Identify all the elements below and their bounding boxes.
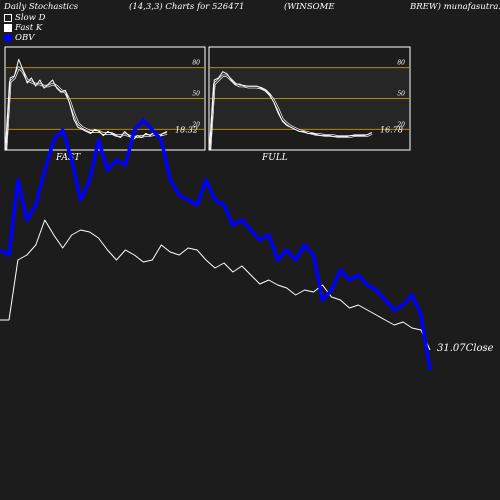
legend: Slow D Fast K OBV <box>4 13 45 43</box>
close-price-line <box>8 219 431 351</box>
close-value-label: 31.07Close <box>437 343 494 354</box>
slow-d-swatch <box>4 14 12 22</box>
obv-swatch <box>4 34 12 42</box>
fast-k-swatch <box>4 24 12 32</box>
fast-fast-k-line <box>5 58 168 151</box>
company-name-a: (WINSOME <box>284 2 335 12</box>
fast-ytick-80: 80 <box>192 60 200 67</box>
fast-ytick-50: 50 <box>192 91 200 98</box>
obv-line <box>0 118 432 371</box>
legend-fast-k-label: Fast K <box>15 23 43 33</box>
legend-obv-label: OBV <box>15 33 35 43</box>
chart-params: (14,3,3) Charts for 526471 <box>129 2 245 12</box>
company-name-b: BREW) munafasutra.com <box>410 2 500 12</box>
legend-slow-d-label: Slow D <box>15 13 46 23</box>
full-ytick-50: 50 <box>397 91 405 98</box>
chart-title: Daily Stochastics <box>4 2 79 12</box>
fast-last-value: 18.32 <box>175 125 198 134</box>
fast-ytick-20: 20 <box>191 121 200 128</box>
full-ytick-80: 80 <box>397 60 405 67</box>
full-ytick-20: 20 <box>396 121 405 128</box>
legend-obv: OBV <box>4 33 45 43</box>
full-last-value: 16.78 <box>380 125 403 134</box>
legend-fast-k: Fast K <box>4 23 45 33</box>
fast-caption: FAST <box>55 153 81 163</box>
full-caption: FULL <box>261 153 288 163</box>
full-fast-k-line <box>209 71 373 151</box>
legend-slow-d: Slow D <box>4 13 45 23</box>
